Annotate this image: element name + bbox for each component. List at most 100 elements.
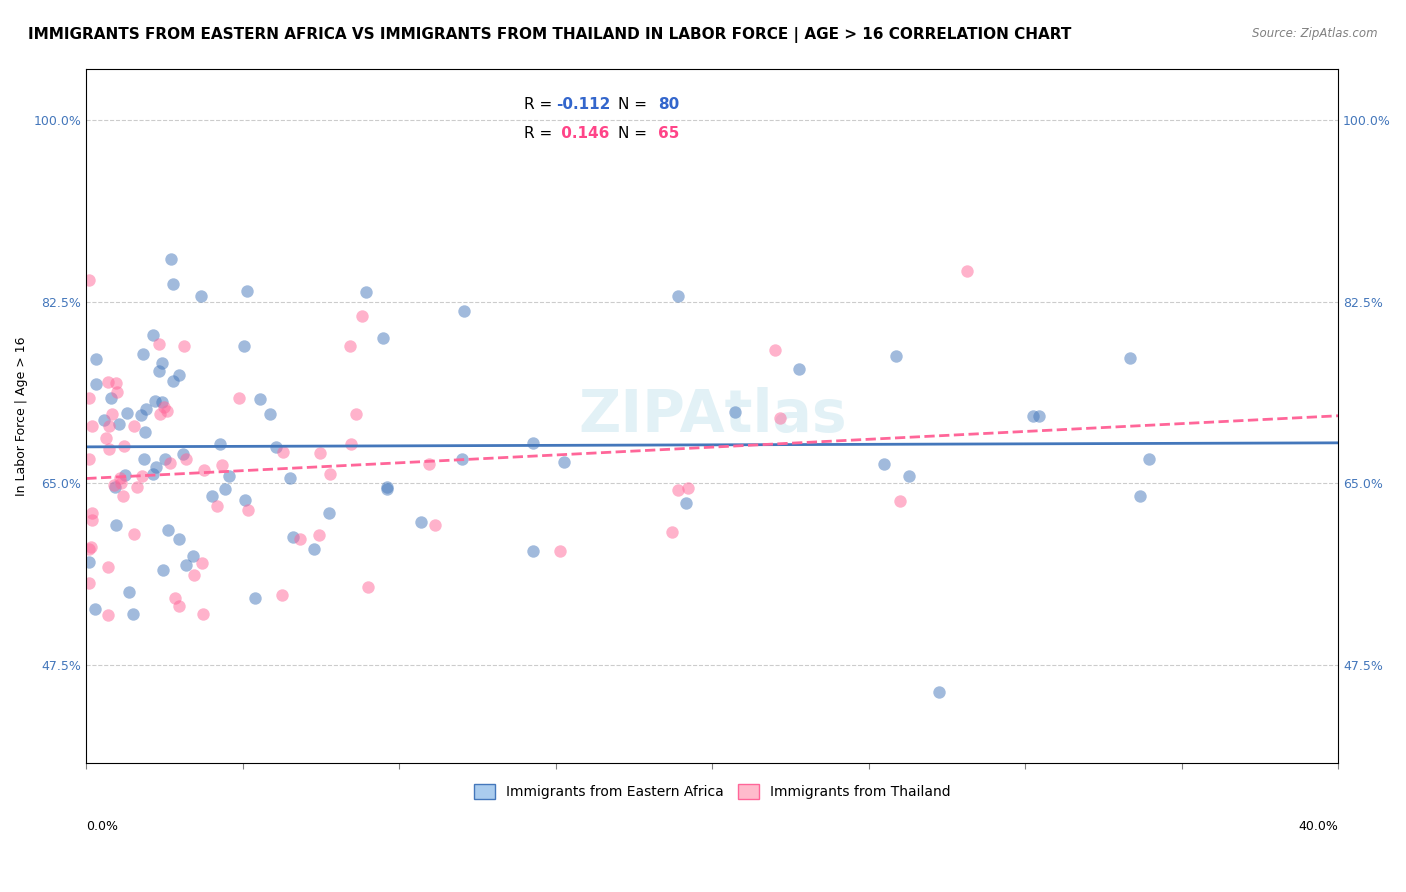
Point [889,494,911,508]
Point [82,513,104,527]
Point [155,404,177,418]
Point [271,445,294,459]
Point [108,471,131,485]
Point [162,374,184,388]
Point [115,405,138,419]
Point [209,436,232,450]
Point [666,289,689,303]
Point [84,351,107,366]
Point [145,460,167,475]
Point [956,264,979,278]
Point [350,309,373,323]
Point [676,481,699,495]
Point [661,525,683,540]
Point [165,591,187,606]
Point [149,408,172,422]
Point [105,518,128,533]
Point [375,482,398,496]
Point [357,580,380,594]
Point [181,549,204,563]
Point [142,467,165,482]
Text: 0.0%: 0.0% [86,820,118,833]
Point [103,477,125,491]
Point [129,408,152,422]
Point [191,556,214,570]
Text: IMMIGRANTS FROM EASTERN AFRICA VS IMMIGRANTS FROM THAILAND IN LABOR FORCE | AGE : IMMIGRANTS FROM EASTERN AFRICA VS IMMIGR… [28,27,1071,43]
Point [134,452,156,467]
Point [193,463,215,477]
Point [172,447,194,461]
Point [344,407,367,421]
Point [155,451,177,466]
Point [79,541,101,556]
Point [134,425,156,440]
Point [724,405,747,419]
Point [288,532,311,546]
Point [135,401,157,416]
Point [886,349,908,363]
Point [249,392,271,406]
Point [423,517,446,532]
Point [167,533,190,547]
Point [79,391,101,405]
Point [1119,351,1142,365]
Point [1028,409,1050,423]
Text: ZIPAtlas: ZIPAtlas [578,387,846,444]
Point [156,524,179,538]
Point [98,442,121,456]
Point [79,555,101,569]
Point [176,451,198,466]
Point [238,502,260,516]
Point [79,575,101,590]
Point [80,506,103,520]
Legend: Immigrants from Eastern Africa, Immigrants from Thailand: Immigrants from Eastern Africa, Immigran… [468,779,956,805]
Point [169,599,191,613]
Point [928,685,950,699]
Point [97,375,120,389]
Point [411,515,433,529]
Point [122,607,145,621]
Point [105,376,128,390]
Point [1022,409,1045,423]
Point [1137,451,1160,466]
Point [453,304,475,318]
Point [162,277,184,292]
Point [553,455,575,469]
Point [308,528,330,542]
Point [94,431,117,445]
Point [873,457,896,471]
Text: N =: N = [619,126,652,141]
Point [127,480,149,494]
Point [675,495,697,509]
Text: -0.112: -0.112 [555,97,610,112]
Point [418,457,440,471]
Point [100,392,122,406]
Text: 65: 65 [658,126,681,141]
Point [100,407,122,421]
Point [763,343,786,357]
Point [97,559,120,574]
Point [153,401,176,415]
Point [104,480,127,494]
Point [190,288,212,302]
Point [79,273,101,287]
Point [122,419,145,434]
Point [173,339,195,353]
Point [354,285,377,300]
Point [211,458,233,472]
Point [80,541,103,555]
Point [114,467,136,482]
Point [278,471,301,485]
Point [98,419,121,434]
Point [152,563,174,577]
Point [122,527,145,541]
Point [105,385,128,400]
Point [264,440,287,454]
Point [787,362,810,376]
Point [228,391,250,405]
Point [259,407,281,421]
Point [108,417,131,432]
Y-axis label: In Labor Force | Age > 16: In Labor Force | Age > 16 [15,336,28,496]
Point [207,499,229,513]
Text: Source: ZipAtlas.com: Source: ZipAtlas.com [1253,27,1378,40]
